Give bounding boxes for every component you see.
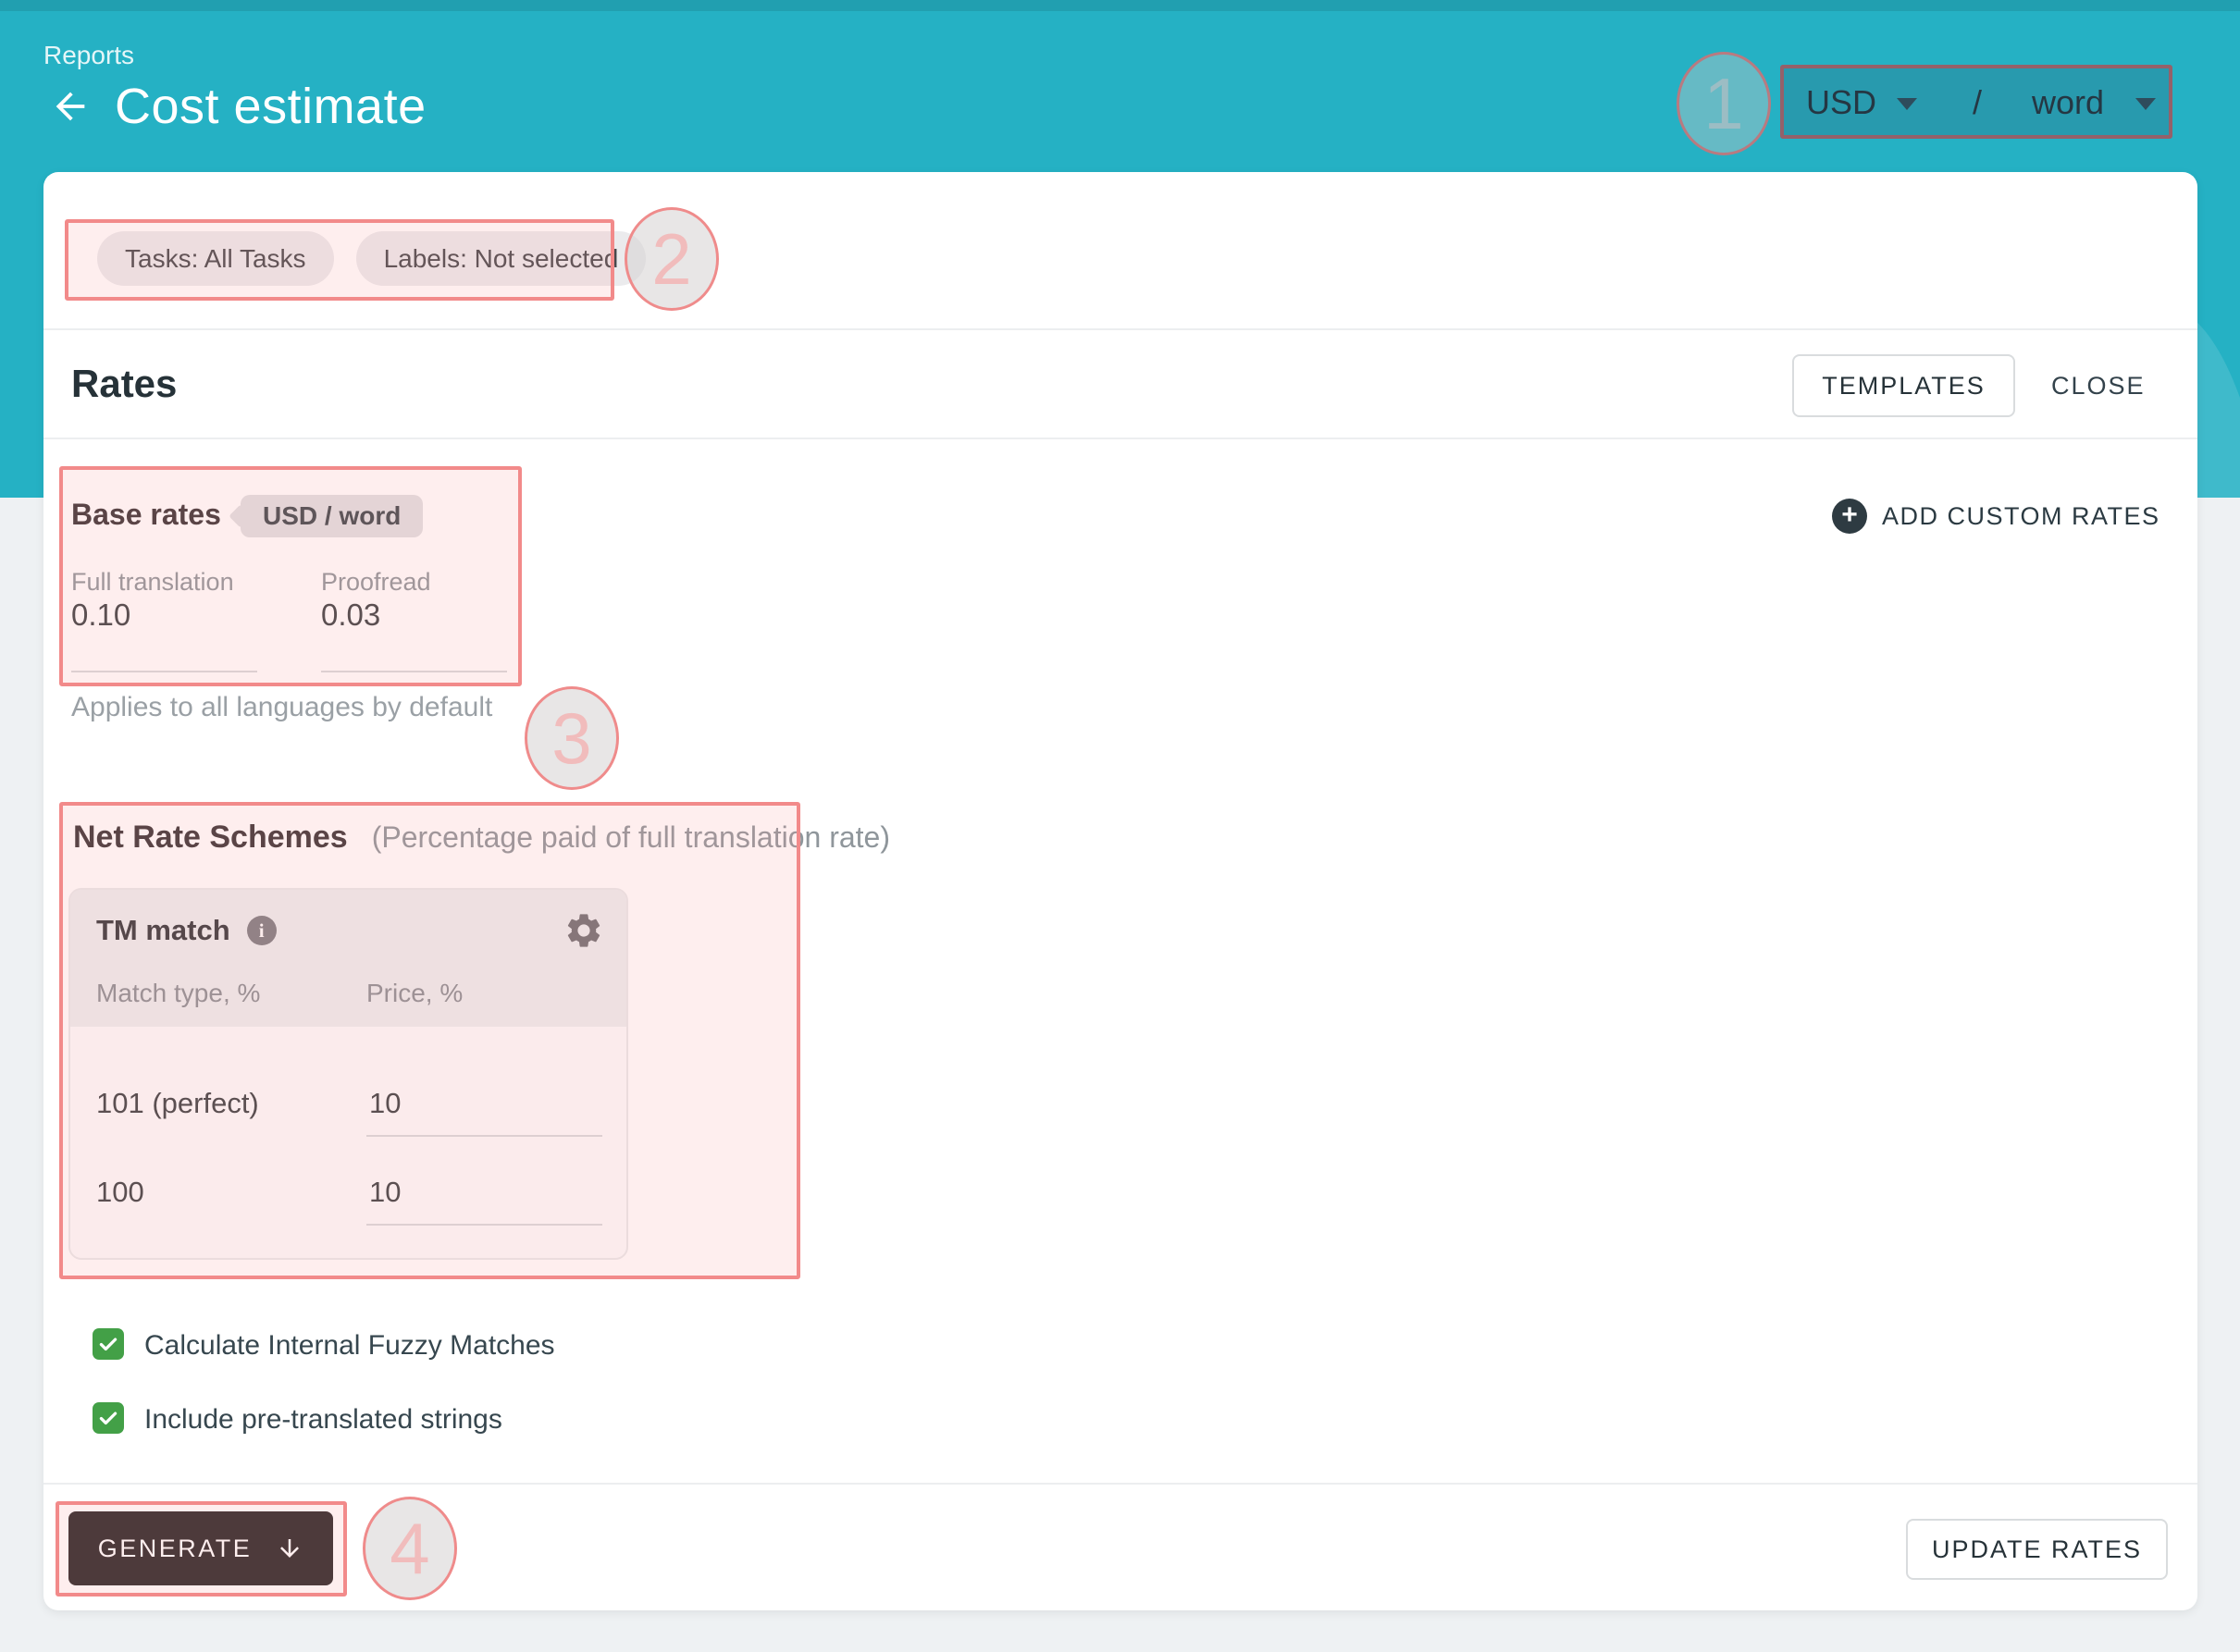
arrow-down-icon [280, 1539, 300, 1558]
proofread-rate-input[interactable]: 0.03 [321, 598, 381, 632]
close-button[interactable]: CLOSE [2051, 354, 2146, 417]
tasks-filter-chip[interactable]: Tasks: All Tasks [97, 231, 334, 286]
input-underline [366, 1135, 602, 1137]
breadcrumb[interactable]: Reports [43, 41, 135, 69]
base-rates-unit-chip: USD / word [241, 495, 424, 537]
tm-match-card: TM match i Match type, % Price, % 101 (p… [68, 888, 628, 1260]
tm-match-title: TM match [96, 914, 230, 946]
proofread-label: Proofread [321, 568, 431, 596]
input-underline [321, 671, 507, 672]
net-rate-schemes-title: Net Rate Schemes [73, 820, 348, 855]
checkbox-checked-icon[interactable] [93, 1328, 124, 1360]
labels-filter-chip[interactable]: Labels: Not selected [355, 231, 647, 286]
rates-section-title: Rates [71, 362, 178, 405]
templates-button[interactable]: TEMPLATES [1792, 354, 2015, 417]
match-type-column-header: Match type, % [96, 979, 261, 1007]
currency-dropdown-value[interactable]: USD [1806, 83, 1877, 121]
update-rates-button[interactable]: UPDATE RATES [1906, 1519, 2168, 1580]
price-column-header: Price, % [366, 979, 464, 1007]
calculate-internal-fuzzy-matches-checkbox-row[interactable]: Calculate Internal Fuzzy Matches [93, 1328, 555, 1363]
generate-button-label: GENERATE [97, 1534, 253, 1562]
add-custom-rates-button[interactable]: + ADD CUSTOM RATES [1832, 493, 2160, 539]
divider [43, 438, 2197, 439]
page-title: Cost estimate [115, 79, 427, 134]
base-rates-note: Applies to all languages by default [71, 692, 493, 722]
checkbox-label: Include pre-translated strings [144, 1404, 502, 1435]
base-rates-title: Base rates [71, 498, 221, 531]
chevron-down-icon[interactable] [2135, 98, 2156, 110]
full-translation-label: Full translation [71, 568, 234, 596]
info-icon[interactable]: i [246, 916, 277, 945]
input-underline [71, 671, 257, 672]
table-row-price-input[interactable]: 10 [369, 1176, 402, 1208]
filter-chips-row: Tasks: All Tasks Labels: Not selected [97, 231, 647, 286]
checkbox-checked-icon[interactable] [93, 1402, 124, 1434]
add-custom-rates-label: ADD CUSTOM RATES [1882, 501, 2160, 530]
chevron-down-icon[interactable] [1897, 98, 1917, 110]
net-rate-schemes-subtitle: (Percentage paid of full translation rat… [371, 820, 890, 854]
unit-dropdown-value[interactable]: word [2032, 83, 2105, 121]
currency-unit-separator: / [1973, 83, 1983, 121]
tm-match-title-row: TM match i [96, 914, 277, 947]
header-top-strip [0, 0, 2240, 11]
divider [43, 1483, 2197, 1485]
generate-button[interactable]: GENERATE [68, 1511, 333, 1585]
rates-panel-card: Tasks: All Tasks Labels: Not selected Ra… [43, 172, 2197, 1610]
checkbox-label: Calculate Internal Fuzzy Matches [144, 1330, 555, 1361]
full-translation-rate-input[interactable]: 0.10 [71, 598, 131, 632]
tm-match-card-header [70, 890, 626, 1027]
input-underline [366, 1224, 602, 1226]
table-row-match-type: 101 (perfect) [96, 1087, 259, 1119]
divider [43, 328, 2197, 330]
include-pre-translated-strings-checkbox-row[interactable]: Include pre-translated strings [93, 1402, 502, 1437]
currency-unit-selector: USD / word [1782, 67, 2172, 139]
gear-icon[interactable] [563, 910, 604, 951]
back-arrow-icon[interactable] [46, 82, 94, 130]
title-row: Cost estimate [46, 78, 427, 135]
plus-icon: + [1832, 499, 1867, 534]
net-rate-schemes-header: Net Rate Schemes (Percentage paid of ful… [73, 820, 890, 856]
table-row-match-type: 100 [96, 1176, 144, 1208]
table-row-price-input[interactable]: 10 [369, 1087, 402, 1119]
